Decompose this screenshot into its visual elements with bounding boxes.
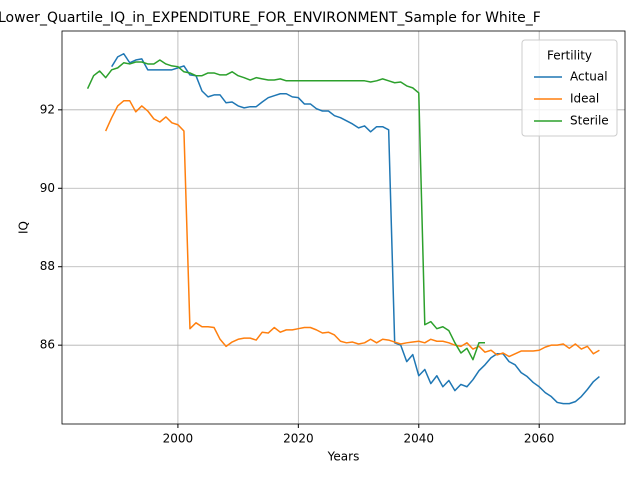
- legend-label: Ideal: [570, 92, 599, 106]
- y-tick-label: 90: [40, 181, 55, 195]
- y-tick-label: 92: [40, 102, 55, 116]
- legend-label: Actual: [570, 70, 608, 84]
- series-line: [86, 59, 485, 361]
- x-tick-label: 2040: [403, 432, 434, 446]
- legend-box: [521, 39, 618, 137]
- y-tick-label: 88: [40, 259, 55, 273]
- x-tick-label: 2060: [524, 432, 555, 446]
- x-axis-label: Years: [327, 450, 360, 464]
- x-tick-label: 2020: [283, 432, 314, 446]
- series-line: [111, 53, 600, 405]
- legend-label: Sterile: [570, 114, 609, 128]
- y-axis-label: IQ: [17, 221, 31, 234]
- chart-title: Lower_Quartile_IQ_in_EXPENDITURE_FOR_ENV…: [0, 10, 541, 26]
- x-tick-label: 2000: [163, 432, 194, 446]
- y-tick-label: 86: [40, 338, 55, 352]
- plot-frame: [61, 30, 626, 425]
- legend-title: Fertility: [547, 49, 592, 63]
- series-line: [104, 100, 600, 358]
